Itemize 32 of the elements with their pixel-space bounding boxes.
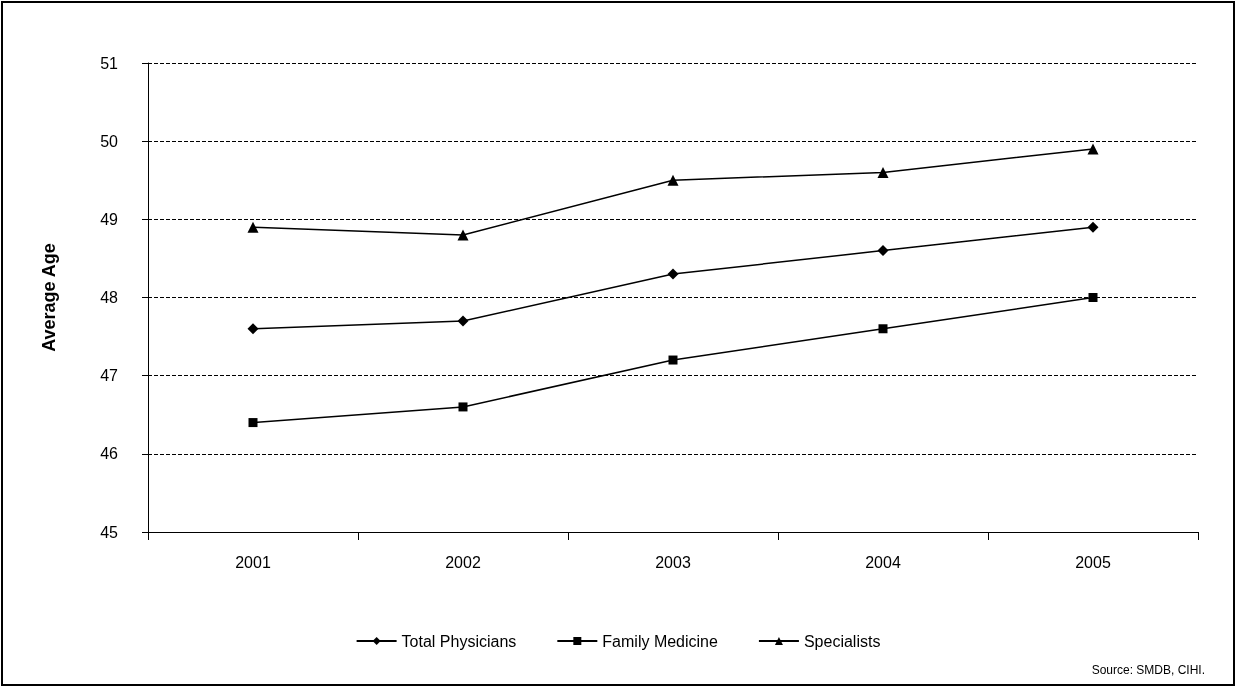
y-tick-label: 47 bbox=[100, 367, 119, 385]
legend-label: Specialists bbox=[803, 632, 881, 650]
x-tick-label: 2005 bbox=[1075, 553, 1111, 571]
point bbox=[457, 315, 469, 327]
point bbox=[1087, 143, 1099, 155]
point bbox=[1088, 293, 1098, 302]
point bbox=[668, 355, 678, 365]
x-tick-label: 2003 bbox=[655, 553, 691, 571]
point bbox=[877, 245, 889, 257]
point bbox=[667, 174, 679, 186]
point bbox=[1087, 221, 1099, 233]
legend-label: Total Physicians bbox=[401, 632, 517, 650]
point bbox=[247, 323, 259, 335]
legend-label: Family Medicine bbox=[602, 632, 719, 650]
point bbox=[878, 324, 888, 334]
source-note: Source: SMDB, CIHI. bbox=[1091, 663, 1206, 677]
point bbox=[458, 402, 468, 412]
point bbox=[457, 229, 469, 241]
point bbox=[667, 268, 679, 280]
x-tick-label: 2002 bbox=[445, 553, 481, 571]
y-tick-label: 46 bbox=[100, 445, 119, 463]
y-tick-label: 49 bbox=[100, 210, 119, 228]
y-tick-label: 51 bbox=[100, 54, 119, 72]
point bbox=[247, 221, 259, 233]
y-axis-title: Average Age bbox=[39, 243, 59, 352]
y-tick-label: 50 bbox=[100, 132, 119, 150]
y-tick-label: 45 bbox=[100, 523, 119, 541]
point bbox=[877, 166, 889, 178]
point bbox=[248, 418, 258, 428]
x-tick-label: 2004 bbox=[865, 553, 901, 571]
x-tick-label: 2001 bbox=[235, 553, 271, 571]
y-tick-label: 48 bbox=[100, 289, 119, 306]
